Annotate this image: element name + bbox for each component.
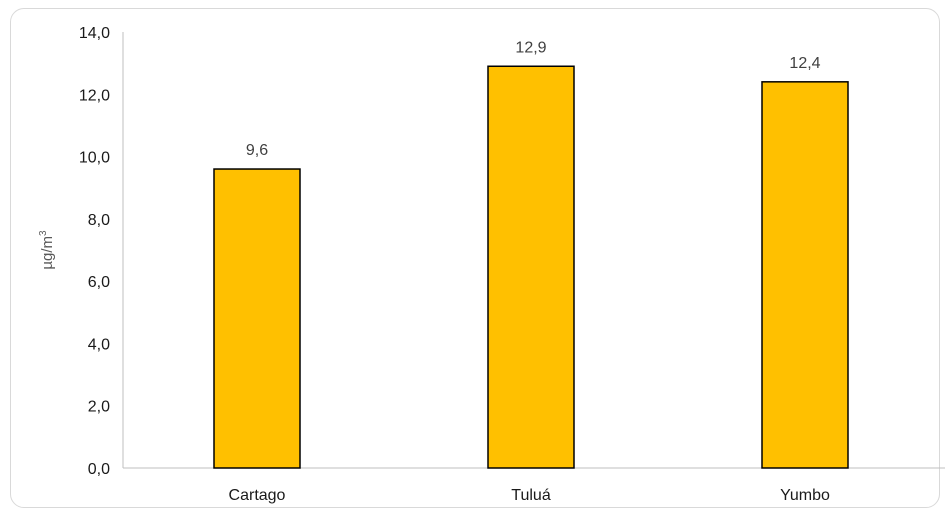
y-tick-label: 0,0: [88, 461, 110, 478]
y-axis-title-unit: µg/m: [39, 236, 56, 270]
data-label: 9,6: [246, 142, 268, 159]
chart-frame: [10, 8, 940, 508]
y-axis-title: µg/m3: [38, 230, 56, 270]
category-label: Tuluá: [511, 487, 551, 504]
category-labels: Cartago Tuluá Yumbo: [229, 487, 830, 504]
bar-cartago: [213, 168, 301, 469]
category-label: Yumbo: [780, 487, 830, 504]
bar-yumbo: [761, 81, 849, 469]
y-tick-label: 2,0: [88, 399, 110, 416]
y-tick-label: 14,0: [79, 25, 110, 42]
y-tick-label: 4,0: [88, 336, 110, 353]
bar-tuluá: [487, 65, 575, 469]
y-axis-title-superscript: 3: [38, 230, 49, 236]
bars: [213, 65, 849, 469]
y-tick-label: 6,0: [88, 274, 110, 291]
y-tick-label: 10,0: [79, 150, 110, 167]
y-tick-label: 12,0: [79, 87, 110, 104]
y-tick-label: 8,0: [88, 212, 110, 229]
data-labels: 9,6 12,9 12,4: [246, 39, 821, 159]
data-label: 12,9: [515, 39, 546, 56]
y-tick-labels: 0,0 2,0 4,0 6,0 8,0 10,0 12,0 14,0: [79, 25, 110, 478]
category-label: Cartago: [229, 487, 286, 504]
data-label: 12,4: [789, 55, 820, 72]
